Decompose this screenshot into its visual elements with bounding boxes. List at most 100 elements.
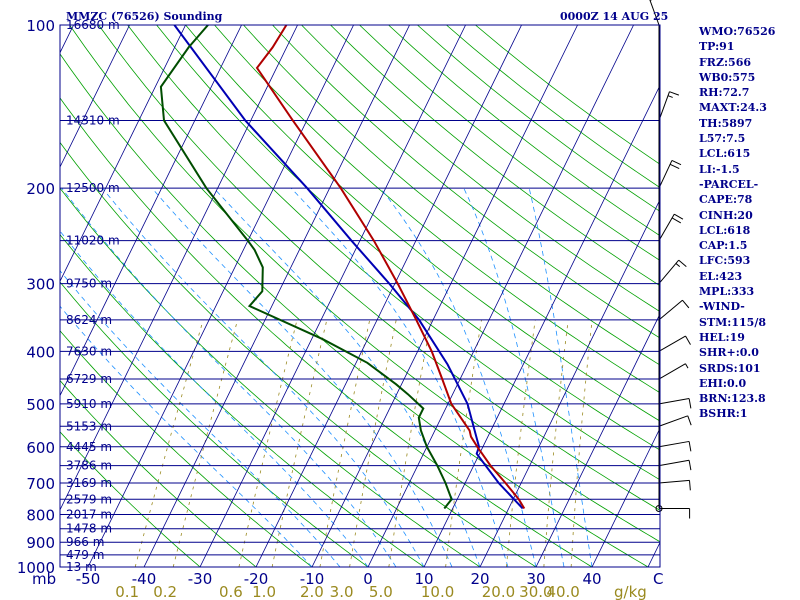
wind-barb	[659, 336, 691, 351]
height-tick-label: 12500 m	[66, 181, 120, 195]
wind-barb-half-flag	[686, 364, 689, 368]
mixing-ratio-tick-label: 5.0	[369, 583, 393, 600]
height-tick-label: 1478 m	[66, 522, 112, 536]
wind-barb-flag	[689, 399, 691, 409]
mixing-ratio-tick-label: 2.0	[300, 583, 324, 600]
index-item: L57:7.5	[699, 131, 799, 146]
plot-frame	[60, 25, 660, 567]
mixing-ratio-tick-label: 3.0	[330, 583, 354, 600]
temperature-tick-label: -50	[76, 570, 101, 588]
wind-barb	[659, 441, 691, 451]
index-item: TH:5897	[699, 116, 799, 131]
index-item: HEL:19	[699, 330, 799, 345]
moist-adiabat-line	[291, 188, 508, 567]
moist-adiabat-line	[214, 188, 480, 567]
wind-barb-shaft	[659, 416, 688, 426]
index-item: RH:72.7	[699, 85, 799, 100]
index-item: LFC:593	[699, 253, 799, 268]
index-item: -WIND-	[699, 299, 799, 314]
index-item: WB0:575	[699, 70, 799, 85]
wind-barb-flag	[672, 160, 681, 164]
wind-barb	[659, 460, 691, 470]
wind-barb-flag	[689, 460, 691, 470]
temperature-unit-label: C	[653, 570, 663, 588]
wind-barb	[659, 480, 690, 490]
pressure-tick-label: 100	[26, 17, 55, 35]
index-item: BRN:123.8	[699, 391, 799, 406]
height-tick-label: 4445 m	[66, 440, 112, 454]
mixing-ratio-tick-label: 10.0	[421, 583, 454, 600]
pressure-labels: 1002003004005006007008009001000	[17, 17, 55, 577]
wind-barb-shaft	[659, 300, 682, 320]
wind-barb-flag	[672, 218, 681, 223]
index-item: WMO:76526	[699, 24, 799, 39]
height-tick-label: 6729 m	[66, 372, 112, 386]
wind-barb-shaft	[659, 460, 689, 465]
mixing-ratio-tick-label: 20.0	[482, 583, 515, 600]
skew-t-diagram: 1002003004005006007008009001000 16680 m1…	[0, 0, 800, 600]
isotherm-line	[0, 25, 18, 567]
valid-time: 0000Z 14 AUG 25	[560, 10, 668, 23]
mixing-ratio-tick-label: 1.0	[252, 583, 276, 600]
mixing-ratio-tick-label: 0.2	[153, 583, 177, 600]
height-tick-label: 3786 m	[66, 459, 112, 473]
wind-barb-shaft	[659, 336, 686, 351]
height-tick-label: 11020 m	[66, 234, 120, 248]
wind-barb	[659, 416, 691, 426]
isotherm-line	[312, 25, 578, 567]
mixing-ratio-lines	[135, 320, 592, 567]
height-tick-label: 3169 m	[66, 476, 112, 490]
isotherm-line	[424, 25, 690, 567]
wind-barb-half-flag	[676, 263, 680, 266]
wind-barb-shaft	[659, 92, 669, 121]
wind-barb-shaft	[659, 214, 674, 241]
pressure-tick-label: 400	[26, 343, 55, 361]
pressure-tick-label: 800	[26, 506, 55, 524]
height-tick-label: 8624 m	[66, 313, 112, 327]
pressure-tick-label: 900	[26, 534, 55, 552]
index-item: LI:-1.5	[699, 162, 799, 177]
index-item: MAXT:24.3	[699, 100, 799, 115]
index-item: TP:91	[699, 39, 799, 54]
isobars	[60, 25, 660, 567]
mixing-ratio-line	[506, 320, 535, 567]
mixing-ratio-line	[320, 320, 370, 567]
mixing-ratio-line	[571, 320, 592, 567]
index-item: -PARCEL-	[699, 177, 799, 192]
index-item: SHR+:0.0	[699, 345, 799, 360]
index-item: FRZ:566	[699, 55, 799, 70]
wind-barb	[659, 300, 689, 320]
wind-barb-flag	[689, 441, 691, 451]
pressure-unit-label: mb	[32, 570, 56, 588]
wind-barb-flag	[682, 300, 688, 308]
pressure-tick-label: 300	[26, 276, 55, 294]
height-tick-label: 7630 m	[66, 344, 112, 358]
index-item: MPL:333	[699, 284, 799, 299]
wind-barb	[659, 364, 688, 379]
wind-barb	[659, 160, 681, 188]
height-tick-label: 2579 m	[66, 492, 112, 506]
wind-barb	[659, 92, 679, 121]
wind-barb-half-flag	[668, 96, 673, 98]
isotherm-line	[200, 25, 466, 567]
index-item: CINH:20	[699, 208, 799, 223]
mixing-ratio-tick-label: 40.0	[546, 583, 579, 600]
sounding-traces	[161, 25, 524, 509]
height-tick-label: 14310 m	[66, 113, 120, 127]
mixing-ratio-tick-labels: 0.1 0.2 0.6 1.0 2.0 3.0 5.0 10.0 20.0 30.040.0	[115, 583, 580, 600]
index-item: STM:115/8	[699, 315, 799, 330]
index-item: CAPE:78	[699, 192, 799, 207]
stability-indices-panel: WMO:76526 TP:91 FRZ:566 WB0:575 RH:72.7 MAXT:…	[699, 24, 799, 422]
index-item: LCL:618	[699, 223, 799, 238]
wind-barb-flag	[669, 92, 678, 95]
pressure-tick-label: 200	[26, 180, 55, 198]
height-tick-label: 9750 m	[66, 277, 112, 291]
mixing-ratio-line	[173, 320, 237, 567]
wind-barb-shaft	[659, 480, 689, 483]
wind-barb-flag	[689, 480, 690, 490]
station-title: MMZC (76526) Sounding	[66, 10, 223, 23]
wind-barb-shaft	[659, 441, 689, 446]
index-item: BSHR:1	[699, 406, 799, 421]
wind-barb-flag	[670, 164, 679, 168]
mixing-ratio-line	[239, 320, 297, 567]
